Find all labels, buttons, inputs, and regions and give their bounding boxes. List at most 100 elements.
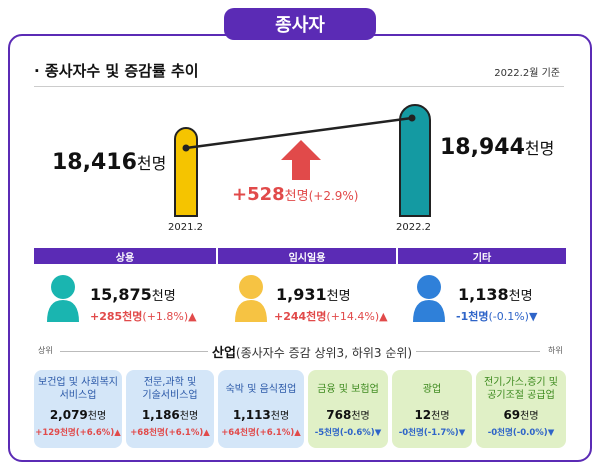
up-arrow-icon: ▲: [203, 428, 210, 438]
industry-value: 1,113천명: [233, 407, 289, 422]
person-icon: [47, 275, 79, 322]
temporary-change-pct: (+14.4%): [326, 310, 380, 323]
industry-title-rest: (종사자수 증감 상위3, 하위3 순위): [235, 346, 413, 360]
industry-value-unit: 천명: [431, 411, 450, 422]
industry-value: 1,186천명: [142, 407, 198, 422]
down-arrow-icon: ▼: [374, 428, 382, 438]
industry-name: 숙박 및 음식점업: [225, 383, 297, 395]
industry-value: 12천명: [414, 407, 449, 422]
regular-change-value: +285천명: [90, 310, 143, 323]
regular-value: 15,875천명: [90, 285, 176, 304]
down-arrow-icon: ▼: [458, 428, 466, 438]
industry-change-value: +68천명(+6.1%): [130, 428, 204, 438]
industry-name: 광업: [422, 383, 442, 395]
industry-value-number: 12: [414, 408, 432, 422]
temporary-value: 1,931천명: [276, 285, 351, 304]
section-title: · 종사자수 및 증감률 추이: [34, 62, 199, 80]
value-2021: 18,416천명: [52, 150, 166, 175]
other-value-number: 1,138: [458, 285, 509, 304]
value-2022-number: 18,944: [440, 135, 525, 160]
category-header-temporary: 임시일용: [218, 248, 396, 264]
industry-card: 전기,가스,증기 및 공기조절 공급업 69천명 -0천명(-0.0%)▼: [476, 370, 566, 448]
industry-name: 전문,과학 및 기술서비스업: [142, 377, 198, 401]
regular-change-pct: (+1.8%): [142, 310, 189, 323]
industry-value-number: 69: [503, 408, 521, 422]
industry-change: +64천명(+6.1%)▲: [221, 426, 301, 438]
industry-card: 광업 12천명 -0천명(-1.7%)▼: [392, 370, 472, 448]
industry-value-number: 2,079: [49, 408, 88, 422]
temporary-change: +244천명(+14.4%)▲: [274, 308, 388, 324]
industry-value-number: 768: [326, 408, 352, 422]
value-2022-unit: 천명: [524, 139, 555, 158]
regular-change: +285천명(+1.8%)▲: [90, 308, 197, 324]
date-note: 2022.2월 기준: [494, 68, 560, 79]
industry-change: -5천명(-0.6%)▼: [315, 426, 382, 438]
up-arrow-icon: ▲: [379, 310, 388, 323]
industry-title: 산업(종사자수 증감 상위3, 하위3 순위): [208, 342, 417, 361]
industry-card: 보건업 및 사회복지 서비스업 2,079천명 +129천명(+6.6%)▲: [34, 370, 122, 448]
industry-card: 금융 및 보험업 768천명 -5천명(-0.6%)▼: [308, 370, 388, 448]
other-change: -1천명(-0.1%)▼: [456, 308, 537, 324]
category-header-regular: 상용: [34, 248, 216, 264]
industry-change-value: -5천명(-0.6%): [314, 428, 375, 438]
other-change-pct: (-0.1%): [488, 310, 529, 323]
industry-change-value: -0천명(-0.0%): [487, 428, 548, 438]
rank-bottom-label: 하위: [548, 346, 563, 355]
total-change: +528천명(+2.9%): [232, 184, 358, 205]
industry-card: 숙박 및 음식점업 1,113천명 +64천명(+6.1%)▲: [218, 370, 304, 448]
industry-change-value: -0천명(-1.7%): [398, 428, 459, 438]
industry-value-unit: 천명: [270, 411, 290, 422]
industry-change: -0천명(-0.0%)▼: [488, 426, 555, 438]
industry-card: 전문,과학 및 기술서비스업 1,186천명 +68천명(+6.1%)▲: [126, 370, 214, 448]
industry-value-unit: 천명: [351, 411, 370, 422]
regular-value-number: 15,875: [90, 285, 152, 304]
rank-top-label: 상위: [38, 346, 53, 355]
industry-change: -0천명(-1.7%)▼: [399, 426, 466, 438]
industry-change: +68천명(+6.1%)▲: [130, 426, 210, 438]
industry-value: 2,079천명: [50, 407, 106, 422]
industry-value-unit: 천명: [520, 411, 539, 422]
temporary-value-unit: 천명: [326, 289, 351, 304]
industry-value-unit: 천명: [87, 411, 107, 422]
industry-value: 768천명: [326, 407, 369, 422]
person-icon: [413, 275, 445, 322]
up-arrow-icon: ▲: [114, 428, 121, 438]
category-header-other: 기타: [398, 248, 566, 264]
total-change-unit: 천명: [284, 189, 309, 204]
other-value: 1,138천명: [458, 285, 533, 304]
total-change-pct: (+2.9%): [308, 189, 359, 203]
industry-title-bold: 산업: [212, 346, 236, 361]
industry-change: +129천명(+6.6%)▲: [35, 426, 121, 438]
industry-change-value: +64천명(+6.1%): [221, 428, 295, 438]
down-arrow-icon: ▼: [528, 310, 538, 323]
title-divider: [34, 86, 564, 87]
bar-2022: [399, 104, 431, 217]
industry-name: 전기,가스,증기 및 공기조절 공급업: [484, 377, 558, 401]
up-arrow-icon: ▲: [188, 310, 197, 323]
industry-change-value: +129천명(+6.6%): [35, 428, 115, 438]
value-2021-number: 18,416: [52, 150, 137, 175]
value-2021-unit: 천명: [136, 154, 167, 173]
industry-name: 금융 및 보험업: [317, 383, 379, 395]
value-2022: 18,944천명: [440, 135, 554, 160]
person-icon: [235, 275, 267, 322]
header-tab: 종사자: [224, 8, 376, 40]
other-value-unit: 천명: [508, 289, 533, 304]
temporary-change-value: +244천명: [274, 310, 327, 323]
bar-2021: [174, 127, 198, 217]
total-change-value: +528: [232, 184, 285, 205]
temporary-value-number: 1,931: [276, 285, 327, 304]
header-title: 종사자: [275, 15, 325, 36]
other-change-value: -1천명: [456, 310, 489, 323]
regular-value-unit: 천명: [151, 289, 176, 304]
industry-value-unit: 천명: [179, 411, 199, 422]
industry-value: 69천명: [503, 407, 538, 422]
industry-name: 보건업 및 사회복지 서비스업: [38, 377, 118, 401]
down-arrow-icon: ▼: [547, 428, 555, 438]
up-arrow-icon: [281, 140, 321, 180]
up-arrow-icon: ▲: [294, 428, 301, 438]
year-right-label: 2022.2: [396, 222, 431, 233]
industry-value-number: 1,186: [141, 408, 180, 422]
year-left-label: 2021.2: [168, 222, 203, 233]
